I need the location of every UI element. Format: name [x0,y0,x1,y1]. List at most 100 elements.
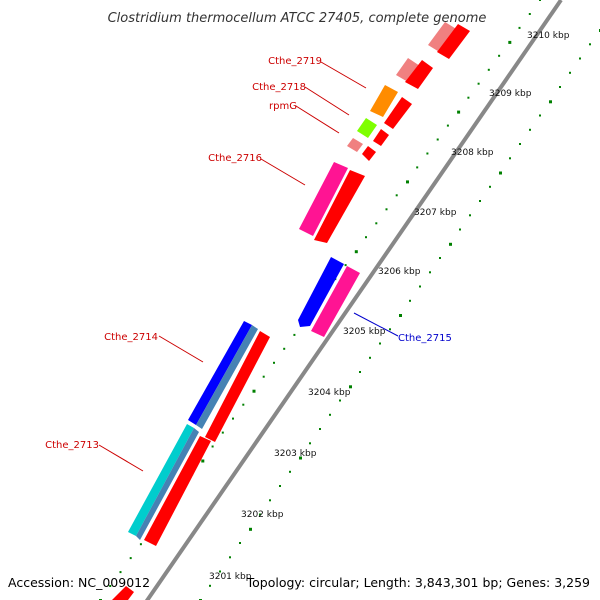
backbone-gray [144,0,563,600]
scale-label: 3202 kbp [241,510,284,520]
gene-label-cthe-2713: Cthe_2713 [45,440,99,451]
guide-dot [344,264,347,267]
page-title: Clostridium thermocellum ATCC 27405, com… [108,11,487,26]
feature-top-d [405,60,433,89]
guide-dot [457,110,461,114]
scale-label: 3208 kbp [451,148,494,158]
guide-dot [528,13,531,15]
guide-dot [211,445,214,448]
feature-cthe-2719 [370,85,398,117]
gene-labels: Cthe_2719 Cthe_2718 rpmG Cthe_2716 Cthe_… [45,56,452,451]
guide-dot [539,114,541,117]
scale-label: 3209 kbp [489,89,532,99]
guide-dot [477,82,480,85]
guide-dot [508,40,512,44]
accession-text: Accession: NC_009012 [8,575,150,590]
guide-dot [589,43,591,46]
guide-dot [239,542,241,544]
feature-cthe-2715 [311,266,360,337]
guide-dot [252,389,256,393]
guide-dot [419,285,421,288]
guide-dot [249,527,252,531]
guide-dot [479,200,481,202]
feature-cthe-2719-cds [384,97,412,129]
feature-rpmG-cds [373,129,389,146]
feature-cthe-2716-cds [314,170,365,243]
guide-dot [399,314,402,317]
guide-dot [279,485,281,487]
guide-dot [549,100,552,104]
guide-dot [359,371,361,373]
guide-dot [385,208,388,211]
guide-dot [499,171,502,175]
guide-dot [579,57,581,60]
guide-dot [232,417,234,420]
guide-dot [309,442,311,445]
guide-dot [209,584,211,587]
guide-dot [487,68,490,71]
guide-dot [436,138,439,141]
scale-label: 3204 kbp [308,388,351,398]
guide-dot [283,347,286,350]
guide-dot [329,413,331,416]
guide-dot [459,228,461,231]
scale-labels: 3210 kbp 3209 kbp 3208 kbp 3207 kbp 3206… [209,31,570,582]
gene-label-cthe-2718: Cthe_2718 [252,82,306,93]
feature-cthe-2718 [347,138,363,152]
guide-dot [119,571,122,574]
feature-bottom-cds [112,586,134,600]
guide-dot [242,403,245,406]
feature-cthe-2713-cds [144,436,211,546]
scale-label: 3201 kbp [209,572,252,582]
guide-dot [498,54,501,57]
guide-dot [439,257,441,259]
guide-dot [299,456,302,460]
guide-dot [416,166,419,169]
guide-dot [429,271,431,274]
scale-label: 3205 kbp [343,327,386,337]
guide-dot [406,180,409,184]
feature-cthe-2716 [299,162,348,236]
gene-label-rpmG: rpmG [269,101,297,112]
guide-dot [426,152,429,155]
feature-top-a [428,22,458,53]
guide-dot [289,470,291,473]
gene-label-cthe-2719: Cthe_2719 [268,56,322,67]
guide-dot [293,333,296,336]
guide-dot [139,543,142,546]
gene-label-cthe-2714: Cthe_2714 [104,332,158,343]
guide-dot [219,570,221,573]
guide-dot [489,185,491,188]
guide-dot [339,399,341,402]
guide-dot [529,128,531,131]
feature-cthe-2714-steel [196,325,258,429]
scale-label: 3207 kbp [414,208,457,218]
guide-dot [559,86,561,88]
topology-text: Topology: circular; Length: 3,843,301 bp… [246,575,590,590]
guide-dot [369,356,371,359]
guide-dot [201,459,205,463]
guide-dot [349,385,352,389]
feature-cthe-2715-blue [298,257,344,327]
guide-dot [389,328,391,331]
guide-dot [395,194,398,197]
guide-dot [569,71,571,74]
guide-dot [259,513,261,516]
gene-label-cthe-2716: Cthe_2716 [208,153,262,164]
guide-dot [375,222,378,225]
guide-dot [519,143,521,145]
guide-dot [269,499,271,502]
guide-dot [354,250,358,254]
guide-dot [365,236,367,239]
guide-dot [109,585,112,587]
guide-dot [449,242,452,246]
feature-top-c [396,58,420,82]
feature-cthe-2713-cyan [128,424,194,536]
label-connectors [98,61,399,472]
guide-dot [409,299,411,302]
guide-dot [273,361,275,364]
guide-dot [229,556,231,559]
scale-label: 3206 kbp [378,267,421,277]
gene-label-cthe-2715: Cthe_2715 [398,333,452,344]
